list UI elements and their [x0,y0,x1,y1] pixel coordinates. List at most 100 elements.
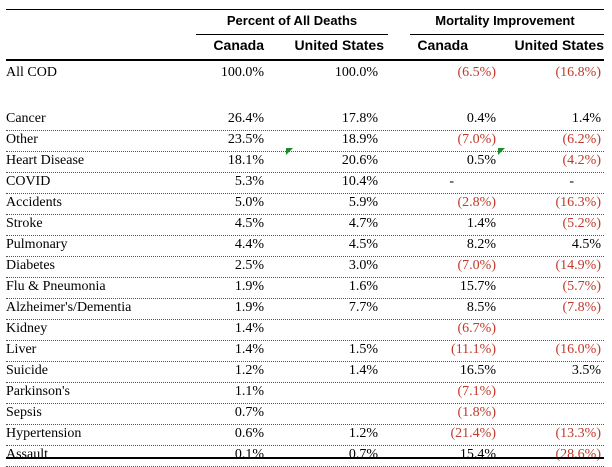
cell-c4: 4.5% [571,237,601,252]
cell-c3: (6.7%) [457,321,497,336]
table-row: Pulmonary 4.4% 4.5% 8.2% 4.5% [6,236,604,257]
table-row: Hypertension 0.6% 1.2% (21.4%) (13.3%) [6,425,604,446]
cell-c2: 1.5% [348,342,378,357]
table-row: Suicide 1.2% 1.4% 16.5% 3.5% [6,362,604,383]
cell-c2: 3.0% [348,258,378,273]
table-row: Accidents 5.0% 5.9% (2.8%) (16.3%) [6,194,604,215]
cell-c3: - [449,174,454,189]
table-row: Alzheimer's/Dementia 1.9% 7.7% 8.5% (7.8%) [6,299,604,320]
cell-c3: (2.8%) [457,195,497,210]
cell-c1: 1.2% [234,363,264,378]
cell-c1: 18.1% [227,153,264,168]
cell-c2: 4.5% [348,237,378,252]
row-label: Pulmonary [6,237,68,252]
cell-c1: 23.5% [227,132,264,147]
cell-c2: 4.7% [348,216,378,231]
cell-c3: (11.1%) [451,342,496,357]
cell-c1: 1.9% [234,300,264,315]
cell-c1: 0.7% [234,405,264,420]
cell-c3: 15.7% [459,279,496,294]
table-row: Heart Disease 18.1% 20.6% 0.5% (4.2%) [6,152,604,173]
cell-c2: 0.7% [348,447,378,462]
cell-c3: 0.4% [466,111,496,126]
table-row: Parkinson's 1.1% (7.1%) [6,383,604,404]
cell-c1: 0.6% [234,426,264,441]
cell-c1: 1.9% [234,279,264,294]
row-label: Liver [6,342,37,357]
cell-c1: 1.4% [234,342,264,357]
cell-c2: 1.4% [348,363,378,378]
cell-c3: (6.5%) [457,65,497,80]
cell-c4: (6.2%) [562,132,602,147]
group-header-mortality-improvement: Mortality Improvement [435,13,575,28]
top-rule [6,9,604,10]
cell-c4: (16.8%) [555,65,602,80]
cell-c4: (4.2%) [562,153,602,168]
table-row: Diabetes 2.5% 3.0% (7.0%) (14.9%) [6,257,604,278]
table-row: Liver 1.4% 1.5% (11.1%) (16.0%) [6,341,604,362]
table-row: Sepsis 0.7% (1.8%) [6,404,604,425]
cell-c1: 1.1% [234,384,264,399]
cell-c3: (7.1%) [457,384,497,399]
row-label: Diabetes [6,258,55,273]
cell-c3: 15.4% [459,447,496,462]
cell-c4: 1.4% [571,111,601,126]
cell-c3: 16.5% [459,363,496,378]
comment-marker-icon [498,148,505,155]
cell-c4: (7.8%) [562,300,602,315]
table-row: All COD 100.0% 100.0% (6.5%) (16.8%) [6,64,604,84]
col-header-canada-mi: Canada [417,37,468,53]
table-row: Kidney 1.4% (6.7%) [6,320,604,341]
row-label: Suicide [6,363,48,378]
row-label: Accidents [6,195,62,210]
row-label: Heart Disease [6,153,85,168]
cell-c1: 1.4% [234,321,264,336]
cell-c3: 8.2% [466,237,496,252]
cell-c4: (5.2%) [562,216,602,231]
row-label: Other [6,132,38,147]
cell-c4: 3.5% [571,363,601,378]
row-label: All COD [6,65,57,80]
col-header-us-mi: United States [514,37,604,53]
cell-c1: 100.0% [220,65,264,80]
cell-c2: 18.9% [341,132,378,147]
cell-c4: (14.9%) [555,258,602,273]
cell-c2: 1.6% [348,279,378,294]
row-label: Kidney [6,321,48,336]
col-header-canada-pct: Canada [213,37,264,53]
cell-c2: 100.0% [334,65,378,80]
row-label: Hypertension [6,426,82,441]
row-label: COVID [6,174,51,189]
col-header-us-pct: United States [294,37,384,53]
cell-c4: (16.0%) [555,342,602,357]
row-label: Alzheimer's/Dementia [6,300,132,315]
cell-c2: 5.9% [348,195,378,210]
cell-c2: 10.4% [341,174,378,189]
row-label: Cancer [6,111,46,126]
cell-c1: 26.4% [227,111,264,126]
cell-c1: 4.4% [234,237,264,252]
cell-c2: 1.2% [348,426,378,441]
cell-c4: (5.7%) [562,279,602,294]
group-header-percent-deaths: Percent of All Deaths [226,13,358,28]
cell-c4: (16.3%) [555,195,602,210]
cell-c4: - [569,174,574,189]
cell-c3: (7.0%) [457,132,497,147]
cell-c2: 7.7% [348,300,378,315]
table-row: Other 23.5% 18.9% (7.0%) (6.2%) [6,131,604,152]
group-underline-1 [196,34,388,35]
row-label: Flu & Pneumonia [6,279,106,294]
table-row: Flu & Pneumonia 1.9% 1.6% 15.7% (5.7%) [6,278,604,299]
table-row: Cancer 26.4% 17.8% 0.4% 1.4% [6,110,604,131]
cell-c3: (1.8%) [457,405,497,420]
cell-c3: (7.0%) [457,258,497,273]
row-label: Sepsis [6,405,42,420]
header-rule [6,59,604,61]
cell-c2: 20.6% [341,153,378,168]
cell-c3: 8.5% [466,300,496,315]
cell-c4: (28.6%) [555,447,602,462]
table-row: COVID 5.3% 10.4% - - [6,173,604,194]
row-label: Assault [6,447,48,462]
cell-c1: 5.3% [234,174,264,189]
cell-c4: (13.3%) [555,426,602,441]
